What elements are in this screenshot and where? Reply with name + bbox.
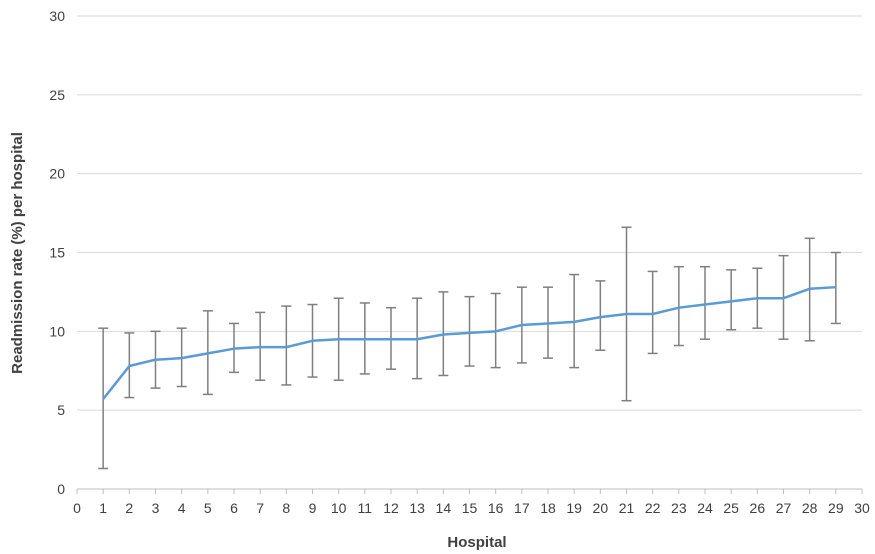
x-axis-tick-labels: 0 1 2 3 4 5 6 7 8 9 10 11 12 13 14 15 16 17 18 19 20 21 22 23 24… [73,500,870,516]
x-tick-label-22: 22 [645,500,661,516]
x-tick-label-10: 10 [331,500,347,516]
y-tick-label-0: 0 [57,481,65,497]
x-tick-label-11: 11 [358,500,373,516]
error-bar-hospital-23 [673,265,684,347]
x-tick-label-24: 24 [697,500,713,516]
error-bar-hospital-22 [647,270,658,355]
x-tick-label-29: 29 [828,500,844,516]
x-axis-title: Hospital [447,534,506,551]
error-bar-hospital-20 [595,280,606,352]
y-axis-tick-labels: 0 5 10 15 20 25 30 [49,8,65,497]
x-tick-label-16: 16 [488,500,504,516]
x-tick-label-30: 30 [854,500,870,516]
x-tick-label-26: 26 [750,500,766,516]
y-tick-label-25: 25 [49,87,65,103]
x-tick-label-14: 14 [436,500,452,516]
x-tick-label-5: 5 [204,500,212,516]
x-tick-label-0: 0 [73,500,81,516]
error-bar-hospital-15 [464,295,475,367]
series-line [102,285,836,400]
x-tick-label-19: 19 [566,500,582,516]
y-tick-label-15: 15 [49,245,65,261]
x-tick-label-8: 8 [282,500,290,516]
x-tick-label-13: 13 [409,500,425,516]
x-tick-label-4: 4 [178,500,186,516]
x-tick-label-15: 15 [462,500,478,516]
y-axis-title: Readmission rate (%) per hospital [9,132,26,374]
x-axis-ticks [76,489,863,494]
y-tick-label-5: 5 [57,402,65,418]
x-tick-label-1: 1 [99,500,107,516]
x-tick-label-17: 17 [514,500,530,516]
error-bar-hospital-8 [281,305,292,386]
y-tick-label-30: 30 [49,8,65,24]
x-tick-label-18: 18 [540,500,556,516]
y-tick-label-10: 10 [49,323,65,339]
x-tick-label-9: 9 [309,500,317,516]
x-tick-label-25: 25 [723,500,739,516]
x-tick-label-2: 2 [125,500,133,516]
x-tick-label-23: 23 [671,500,687,516]
x-tick-label-12: 12 [383,500,399,516]
error-bar-hospital-24 [700,265,710,340]
error-bar-hospital-25 [726,269,737,331]
error-bars [98,226,841,470]
x-tick-label-27: 27 [776,500,792,516]
x-tick-label-20: 20 [593,500,609,516]
x-tick-label-3: 3 [152,500,160,516]
x-tick-label-6: 6 [230,500,238,516]
x-tick-label-21: 21 [619,500,635,516]
x-tick-label-7: 7 [256,500,264,516]
x-tick-label-28: 28 [802,500,818,516]
y-tick-label-20: 20 [49,166,65,182]
